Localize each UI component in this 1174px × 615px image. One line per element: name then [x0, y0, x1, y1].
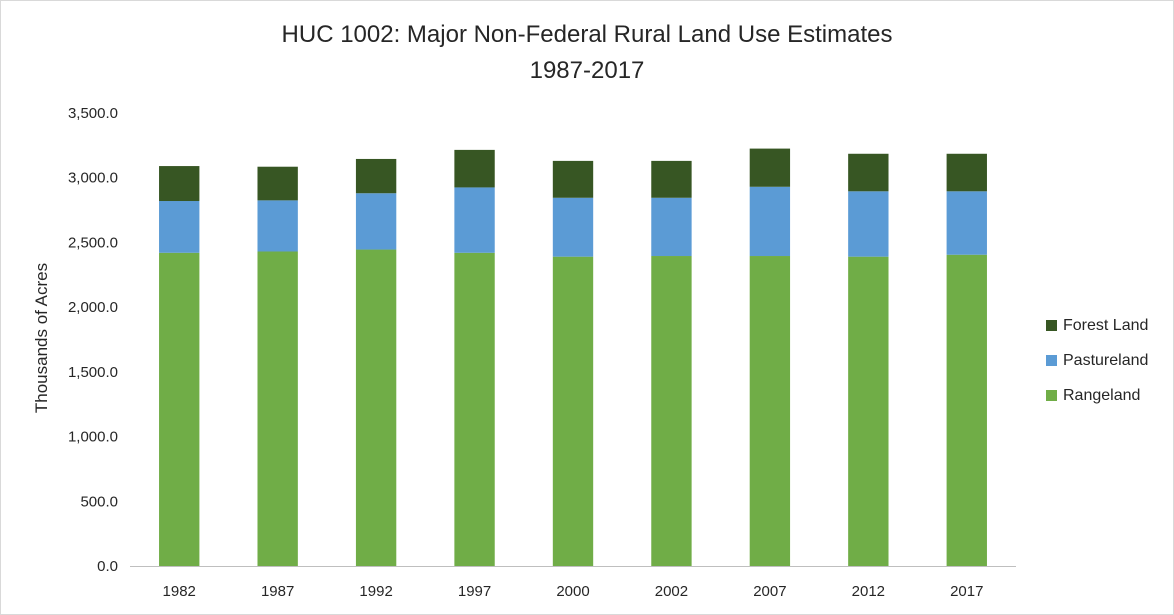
bar-rangeland — [159, 252, 200, 567]
bars — [159, 148, 987, 567]
x-tick-label: 1992 — [359, 583, 392, 600]
y-axis-ticks: 0.0 500.0 1,000.0 1,500.0 2,000.0 2,500.0 3,00… — [68, 105, 118, 575]
bar-rangeland — [651, 256, 692, 566]
bar-rangeland — [257, 251, 298, 566]
x-axis-ticks: 1982 1987 1992 1997 2000 2002 2007 2012 2017 — [163, 583, 984, 600]
y-tick-label: 2,000.0 — [68, 299, 118, 316]
y-tick-label: 1,500.0 — [68, 364, 118, 381]
bar-rangeland — [355, 249, 397, 566]
bar-rangeland — [946, 254, 987, 566]
legend-item: Forest Land — [1046, 308, 1148, 343]
x-tick-label: 1987 — [261, 583, 294, 600]
legend-label: Pastureland — [1063, 351, 1149, 369]
y-axis-title: Thousands of Acres — [32, 263, 51, 413]
x-tick-label: 2017 — [950, 583, 983, 600]
bar-forest-land — [552, 160, 594, 198]
bar-pastureland — [355, 193, 397, 250]
legend-label: Rangeland — [1063, 386, 1141, 404]
bar-forest-land — [651, 160, 692, 198]
bar-forest-land — [946, 153, 987, 192]
x-tick-label: 2012 — [852, 583, 885, 600]
bar-pastureland — [257, 200, 298, 252]
y-tick-label: 500.0 — [80, 493, 118, 510]
x-tick-label: 1997 — [458, 583, 491, 600]
legend-label: Forest Land — [1063, 316, 1149, 334]
legend-item: Rangeland — [1046, 378, 1148, 413]
x-tick-label: 1982 — [163, 583, 196, 600]
y-tick-label: 1,000.0 — [68, 429, 118, 446]
legend-swatch — [1046, 390, 1057, 401]
bar-pastureland — [552, 197, 594, 257]
bar-forest-land — [355, 158, 397, 194]
bar-forest-land — [848, 153, 889, 192]
bar-pastureland — [946, 191, 987, 255]
bar-pastureland — [454, 187, 495, 253]
bar-rangeland — [552, 256, 594, 566]
bar-pastureland — [848, 191, 889, 257]
legend: Forest Land Pastureland Rangeland — [1046, 308, 1148, 413]
bar-pastureland — [651, 197, 692, 257]
bar-forest-land — [749, 148, 791, 187]
legend-swatch — [1046, 320, 1057, 331]
y-tick-label: 3,000.0 — [68, 170, 118, 187]
bar-forest-land — [257, 166, 298, 201]
chart-subtitle: 1987-2017 — [529, 57, 645, 84]
bar-rangeland — [749, 256, 791, 566]
x-tick-label: 2007 — [753, 583, 786, 600]
y-tick-label: 3,500.0 — [68, 105, 118, 122]
bar-pastureland — [749, 186, 791, 257]
y-tick-label: 2,500.0 — [68, 234, 118, 251]
legend-swatch — [1046, 355, 1057, 366]
chart-title: HUC 1002: Major Non-Federal Rural Land U… — [281, 21, 893, 48]
x-tick-label: 2000 — [556, 583, 589, 600]
x-tick-label: 2002 — [655, 583, 688, 600]
legend-item: Pastureland — [1046, 343, 1148, 378]
bar-pastureland — [159, 201, 200, 253]
bar-rangeland — [848, 256, 889, 566]
bar-rangeland — [454, 252, 495, 567]
bar-forest-land — [454, 149, 495, 188]
y-tick-label: 0.0 — [97, 558, 118, 575]
bar-forest-land — [159, 166, 200, 202]
